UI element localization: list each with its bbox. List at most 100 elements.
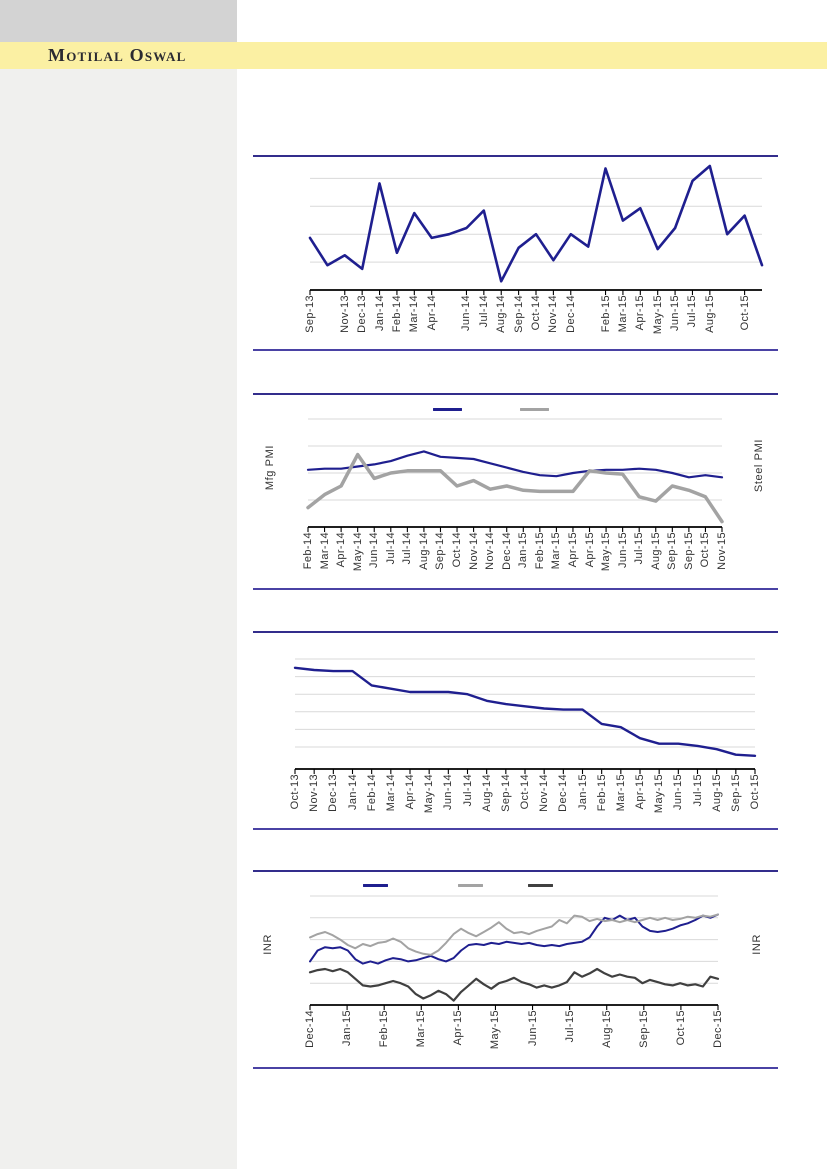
- x-axis-label: Sep-15: [682, 532, 695, 570]
- x-axis-label: Oct-14: [519, 774, 531, 810]
- legend-swatch-gray: [458, 884, 483, 887]
- x-axis-label: Mar-14: [318, 532, 331, 570]
- chart-2-left-axis-title: Mfg PMI: [264, 445, 276, 491]
- x-axis-label: Feb-15: [595, 774, 608, 812]
- x-axis-label: Jun-15: [616, 532, 629, 569]
- x-axis-label: Mar-15: [415, 1010, 428, 1048]
- x-axis-label: Jun-14: [460, 295, 473, 332]
- x-axis-label: Aug-15: [649, 532, 662, 570]
- x-axis-label: Jan-14: [373, 295, 386, 332]
- inr-line-dark: [308, 967, 720, 1002]
- x-axis-label: Feb-14: [390, 295, 403, 333]
- x-axis-label: Jul-15: [686, 295, 699, 328]
- inr-line-navy: [309, 913, 719, 965]
- x-axis-label: Aug-14: [495, 295, 508, 333]
- x-axis-label: Mar-14: [384, 774, 397, 812]
- x-axis-label: Mar-15: [616, 295, 629, 333]
- x-axis-label: Sep-13: [304, 295, 316, 333]
- x-axis-label: May-14: [423, 774, 436, 814]
- x-axis-label: Dec-14: [304, 1010, 316, 1048]
- x-axis-label: Jun-15: [669, 295, 682, 332]
- x-axis-label: May-14: [351, 532, 364, 572]
- chart-2-right-axis-title: Steel PMI: [753, 439, 765, 493]
- x-axis-label: Apr-15: [583, 532, 596, 568]
- x-axis-label: Jul-15: [633, 532, 646, 565]
- x-axis-label: Sep-14: [499, 774, 512, 812]
- chart-4-plot: [308, 895, 720, 1010]
- x-axis-label: Aug-15: [710, 774, 723, 812]
- x-axis-label: Oct-14: [451, 532, 464, 568]
- chart-3-x-axis-labels: Oct-13 Nov-13 Dec-13 Jan-14 Feb-14 Mar-14 Apr-…: [289, 774, 761, 832]
- chart-4-left-axis-title: INR: [262, 934, 274, 955]
- chart-1-plot: [308, 164, 764, 295]
- x-axis-label: Feb-14: [365, 774, 378, 812]
- x-axis-label: Feb-15: [533, 532, 546, 570]
- x-axis-label: Apr-14: [335, 532, 348, 568]
- line-navy: [308, 164, 764, 283]
- declining-rate-line: [293, 666, 757, 758]
- x-axis-label: Nov-14: [547, 295, 560, 333]
- x-axis-label: Feb-15: [378, 1010, 391, 1048]
- x-axis-label: Dec-15: [712, 1010, 724, 1048]
- x-axis-label: Nov-15: [716, 532, 728, 570]
- x-axis-label: May-15: [600, 532, 613, 572]
- x-axis-label: Jan-15: [341, 1010, 354, 1047]
- legend-swatch-navy: [433, 408, 462, 411]
- left-sidebar: [0, 0, 237, 1169]
- chart-4-x-axis-labels: Dec-14 Jan-15 Feb-15 Mar-15 Apr-15 May-15 Jun-…: [304, 1010, 724, 1068]
- x-axis-label: Mar-15: [614, 774, 627, 812]
- x-axis-label: Oct-13: [289, 774, 301, 810]
- x-axis-label: Jul-15: [563, 1010, 576, 1043]
- x-axis-label: Oct-15: [699, 532, 712, 568]
- x-axis-label: Dec-14: [500, 532, 513, 570]
- chart-2-x-axis-labels: Feb-14 Mar-14 Apr-14 May-14 Jun-14 Jul-14 Jul-…: [302, 532, 728, 590]
- x-axis-label: Nov-14: [538, 774, 551, 812]
- x-axis-label: Apr-15: [452, 1010, 465, 1046]
- x-axis-label: Apr-15: [634, 774, 646, 810]
- x-axis-label: Jun-14: [368, 532, 381, 569]
- x-axis-label: Jun-15: [672, 774, 685, 811]
- x-axis-label: May-15: [651, 295, 664, 335]
- x-axis-label: Apr-14: [425, 295, 438, 331]
- x-axis-label: Jun-14: [442, 774, 455, 811]
- chart-2-plot: [306, 418, 724, 532]
- x-axis-label: Nov-13: [338, 295, 351, 333]
- x-axis-label: Jul-15: [691, 774, 704, 807]
- x-axis-label: Sep-15: [729, 774, 742, 812]
- x-axis-label: Mar-15: [550, 532, 563, 570]
- x-axis-label: Oct-15: [738, 295, 751, 331]
- x-axis-label: Jul-14: [461, 774, 474, 807]
- x-axis-label: Oct-14: [530, 295, 542, 331]
- x-axis-label: Jan-15: [576, 774, 589, 811]
- x-axis-label: Sep-15: [666, 532, 679, 570]
- chart-1-section: Sep-13 Nov-13 Dec-13 Jan-14 Feb-14 Mar-14 Apr-…: [253, 155, 778, 351]
- x-axis-label: Aug-14: [417, 532, 430, 570]
- x-axis-label: Jan-15: [517, 532, 530, 569]
- x-axis-label: Aug-15: [703, 295, 716, 333]
- mfg-pmi-line: [306, 450, 724, 479]
- x-axis-label: Nov-13: [308, 774, 321, 812]
- inr-line-gray: [309, 913, 719, 956]
- brand-band: Motilal Oswal: [0, 42, 827, 69]
- chart-3-plot: [293, 658, 757, 774]
- x-axis-label: Jul-14: [477, 295, 490, 328]
- x-axis-label: May-15: [489, 1010, 502, 1050]
- x-axis-label: Dec-14: [557, 774, 570, 812]
- x-axis-label: Oct-15: [674, 1010, 687, 1046]
- x-axis-label: Sep-14: [434, 532, 447, 570]
- x-axis-label: Feb-14: [302, 532, 314, 570]
- x-axis-label: Jan-14: [346, 774, 359, 811]
- x-axis-label: Feb-15: [599, 295, 612, 333]
- x-axis-label: Mar-14: [408, 295, 421, 333]
- x-axis-label: Sep-15: [637, 1010, 650, 1048]
- steel-pmi-line: [306, 452, 724, 524]
- chart-4-section: INR INR Dec-14 Jan-15 Feb-15 Mar-15 Apr-15 Ma…: [253, 870, 778, 1069]
- legend-swatch-gray: [520, 408, 549, 411]
- x-axis-label: Dec-13: [356, 295, 369, 333]
- x-axis-label: Nov-14: [484, 532, 497, 570]
- chart-4-right-axis-title: INR: [751, 934, 763, 955]
- brand-logo: Motilal Oswal: [48, 45, 187, 65]
- header-gray-block: [0, 0, 237, 42]
- chart-3-section: Oct-13 Nov-13 Dec-13 Jan-14 Feb-14 Mar-14 Apr-…: [253, 631, 778, 830]
- x-axis-label: Aug-14: [480, 774, 493, 812]
